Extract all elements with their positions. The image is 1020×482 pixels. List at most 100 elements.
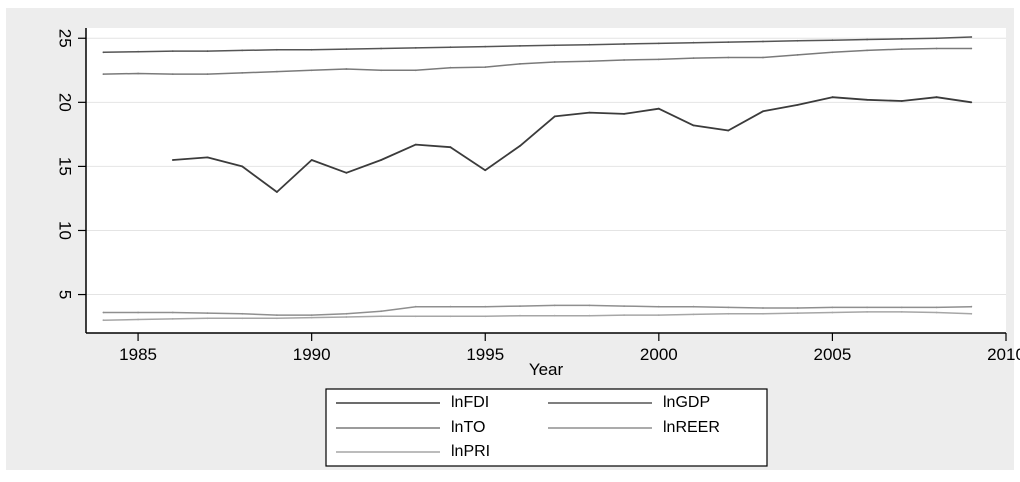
data-point-lngdp — [935, 37, 938, 40]
data-point-lngdp — [137, 50, 140, 53]
data-point-lnpri — [831, 311, 834, 314]
data-point-lngdp — [692, 41, 695, 44]
data-point-lnto — [553, 61, 556, 63]
data-point-lnto — [657, 58, 660, 61]
y-tick-label: 25 — [56, 29, 75, 48]
data-point-lnto — [831, 51, 834, 54]
data-point-lnto — [310, 69, 313, 72]
data-point-lnreer — [935, 306, 938, 309]
data-point-lnreer — [588, 304, 591, 307]
data-point-lngdp — [171, 50, 174, 52]
data-point-lnto — [727, 56, 730, 59]
data-point-lnreer — [380, 310, 382, 313]
series-lines — [102, 36, 973, 322]
data-point-lnpri — [553, 314, 556, 317]
data-point-lnreer — [102, 311, 105, 314]
data-point-lnfdi — [206, 156, 209, 159]
legend-label-lnreer: lnREER — [663, 419, 720, 436]
data-point-lnreer — [796, 307, 799, 309]
x-tick-label: 2005 — [814, 345, 852, 364]
data-point-lnfdi — [831, 96, 834, 99]
data-point-lnpri — [137, 318, 140, 321]
plot-area — [86, 28, 1006, 333]
data-point-lnto — [380, 69, 382, 72]
data-point-lnreer — [866, 306, 868, 309]
data-point-lnpri — [935, 311, 938, 314]
data-point-lngdp — [970, 36, 973, 38]
data-point-lnreer — [519, 305, 521, 307]
data-point-lnfdi — [414, 143, 417, 146]
x-tick-label: 2010 — [987, 345, 1020, 364]
y-tick-label: 20 — [56, 93, 75, 112]
data-point-lngdp — [380, 47, 382, 50]
data-point-lnpri — [727, 312, 730, 315]
data-point-lnreer — [970, 305, 973, 308]
data-point-lnfdi — [727, 129, 730, 132]
data-point-lnpri — [623, 314, 625, 316]
data-point-lnto — [345, 68, 348, 70]
data-point-lnreer — [414, 305, 417, 308]
data-point-lnreer — [345, 312, 348, 315]
data-point-lnfdi — [380, 159, 382, 161]
data-point-lngdp — [519, 45, 521, 47]
data-point-lnpri — [241, 317, 244, 320]
data-point-lnto — [102, 73, 105, 75]
data-point-lnpri — [900, 311, 903, 313]
data-point-lngdp — [102, 51, 105, 54]
data-point-lnpri — [171, 318, 174, 320]
data-point-lnto — [171, 73, 174, 75]
data-point-lnpri — [588, 314, 591, 317]
data-point-lnfdi — [796, 104, 799, 106]
data-point-lnreer — [762, 307, 764, 309]
data-point-lnto — [762, 56, 764, 59]
data-point-lngdp — [484, 45, 487, 48]
data-point-lnfdi — [449, 146, 452, 149]
data-point-lngdp — [449, 46, 452, 49]
data-point-lngdp — [762, 40, 764, 43]
data-point-lnto — [935, 47, 938, 50]
data-point-lnpri — [102, 319, 105, 322]
legend-label-lnfdi: lnFDI — [451, 394, 489, 411]
data-point-lnpri — [519, 314, 521, 317]
data-point-lnpri — [970, 312, 973, 315]
data-point-lnpri — [206, 317, 209, 320]
data-point-lnpri — [276, 317, 278, 320]
data-point-lngdp — [900, 38, 903, 40]
data-point-lnreer — [171, 311, 174, 314]
data-point-lnto — [137, 72, 140, 75]
data-point-lnreer — [484, 305, 487, 308]
data-point-lnfdi — [276, 191, 278, 193]
data-point-lnreer — [900, 306, 903, 309]
data-point-lngdp — [345, 48, 348, 50]
x-tick-label: 1990 — [293, 345, 331, 364]
data-point-lnfdi — [241, 165, 244, 168]
data-point-lnto — [796, 54, 799, 56]
data-point-lnreer — [692, 305, 695, 308]
series-line-lnfdi — [172, 96, 972, 193]
data-point-lnpri — [310, 316, 313, 319]
data-point-lnto — [866, 49, 868, 52]
data-point-lngdp — [657, 42, 660, 45]
data-point-lnreer — [206, 312, 209, 314]
data-point-lnpri — [484, 315, 487, 318]
y-tick-label: 5 — [56, 290, 75, 299]
data-point-lngdp — [866, 38, 868, 41]
data-point-lnreer — [623, 305, 625, 307]
data-point-lnfdi — [657, 107, 660, 110]
data-point-lnfdi — [345, 171, 348, 174]
data-point-lnreer — [831, 306, 834, 309]
data-point-lnto — [206, 73, 209, 75]
data-point-lngdp — [241, 49, 244, 52]
series-line-lnreer — [103, 304, 972, 316]
data-point-lnfdi — [171, 159, 174, 161]
data-point-lnto — [449, 66, 452, 69]
legend-label-lngdp: lnGDP — [663, 394, 710, 411]
x-axis-ticks: 1985 1990 1995 2000 2005 2010 — [119, 333, 1020, 364]
data-point-lngdp — [310, 48, 313, 51]
data-point-lnfdi — [970, 101, 973, 104]
data-point-lnto — [692, 57, 695, 59]
data-point-lnpri — [657, 314, 660, 316]
x-axis-title: Year — [529, 360, 564, 379]
